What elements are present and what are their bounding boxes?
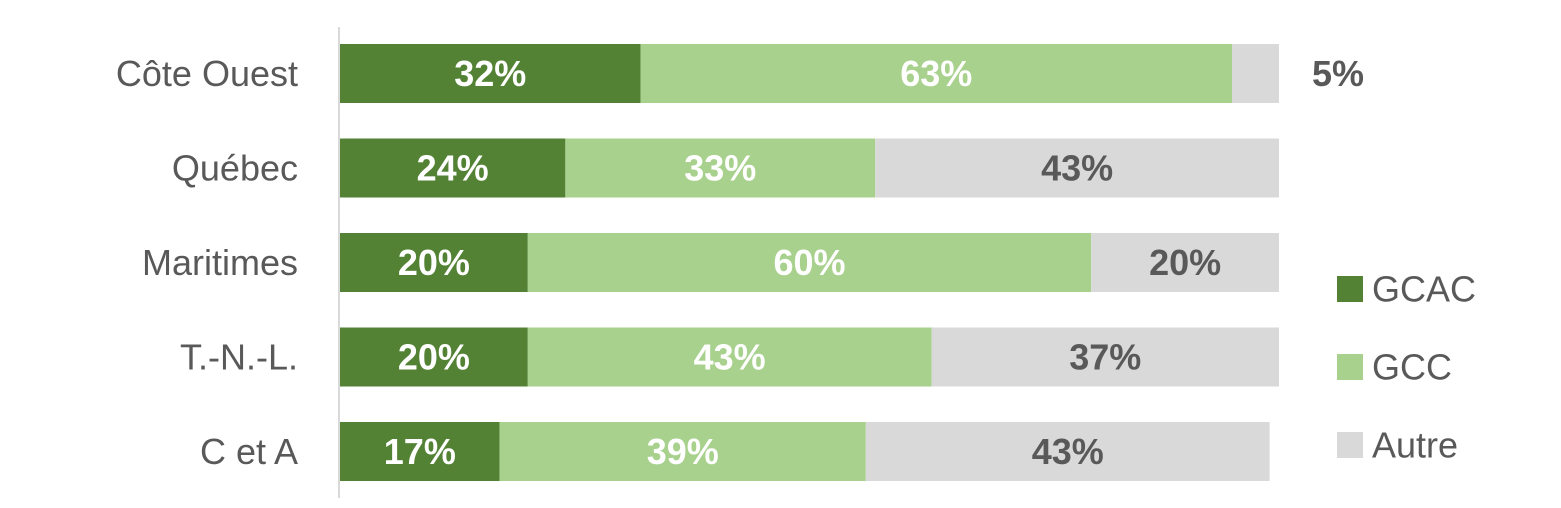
data-label: 43%	[1032, 431, 1104, 472]
data-label: 20%	[398, 337, 470, 378]
legend-label: GCAC	[1372, 269, 1476, 310]
data-label: 32%	[454, 53, 526, 94]
data-label: 37%	[1069, 337, 1141, 378]
category-labels: Côte Ouest Québec Maritimes T.-N.-L. C et A	[116, 53, 298, 472]
bar-segment-gcac	[340, 233, 528, 292]
bars-group: 32% 63% 5% 24% 33% 43% 20% 60% 20% 20% 43% 37% 17% 39…	[340, 44, 1364, 481]
bar-segment-gcc	[527, 327, 932, 387]
bar-segment-gcac	[340, 138, 566, 198]
data-label: 33%	[684, 148, 756, 189]
legend-swatch-gcac	[1337, 276, 1363, 302]
bar-segment-gcc	[565, 138, 876, 198]
legend: GCAC GCC Autre	[1337, 269, 1476, 466]
legend-swatch-gcc	[1337, 354, 1363, 380]
bar-segment-autre	[931, 327, 1279, 387]
bar-segment-autre	[1091, 233, 1279, 292]
data-label: 20%	[398, 242, 470, 283]
data-label: 39%	[647, 431, 719, 472]
legend-label: Autre	[1372, 425, 1458, 466]
bar-segment-gcac	[340, 327, 528, 387]
data-label: 24%	[417, 148, 489, 189]
data-label: 43%	[694, 337, 766, 378]
legend-label: GCC	[1372, 347, 1452, 388]
category-label: T.-N.-L.	[180, 337, 298, 378]
category-label: Maritimes	[142, 242, 298, 283]
data-label: 20%	[1149, 242, 1221, 283]
category-label: Québec	[172, 148, 298, 189]
bar-segment-gcc	[527, 233, 1092, 292]
bar-segment-gcac	[340, 422, 500, 481]
bar-segment-gcc	[640, 44, 1233, 103]
bar-segment-autre	[875, 138, 1279, 198]
data-label: 17%	[384, 431, 456, 472]
category-label: Côte Ouest	[116, 53, 298, 94]
legend-swatch-autre	[1337, 432, 1363, 458]
data-label: 43%	[1041, 148, 1113, 189]
data-label: 5%	[1312, 53, 1364, 94]
data-label: 60%	[773, 242, 845, 283]
category-label: C et A	[200, 431, 298, 472]
bar-segment-gcac	[340, 44, 641, 103]
data-label: 63%	[900, 53, 972, 94]
bar-segment-autre	[1232, 44, 1279, 103]
bar-segment-gcc	[499, 422, 866, 481]
bar-segment-autre	[865, 422, 1270, 481]
